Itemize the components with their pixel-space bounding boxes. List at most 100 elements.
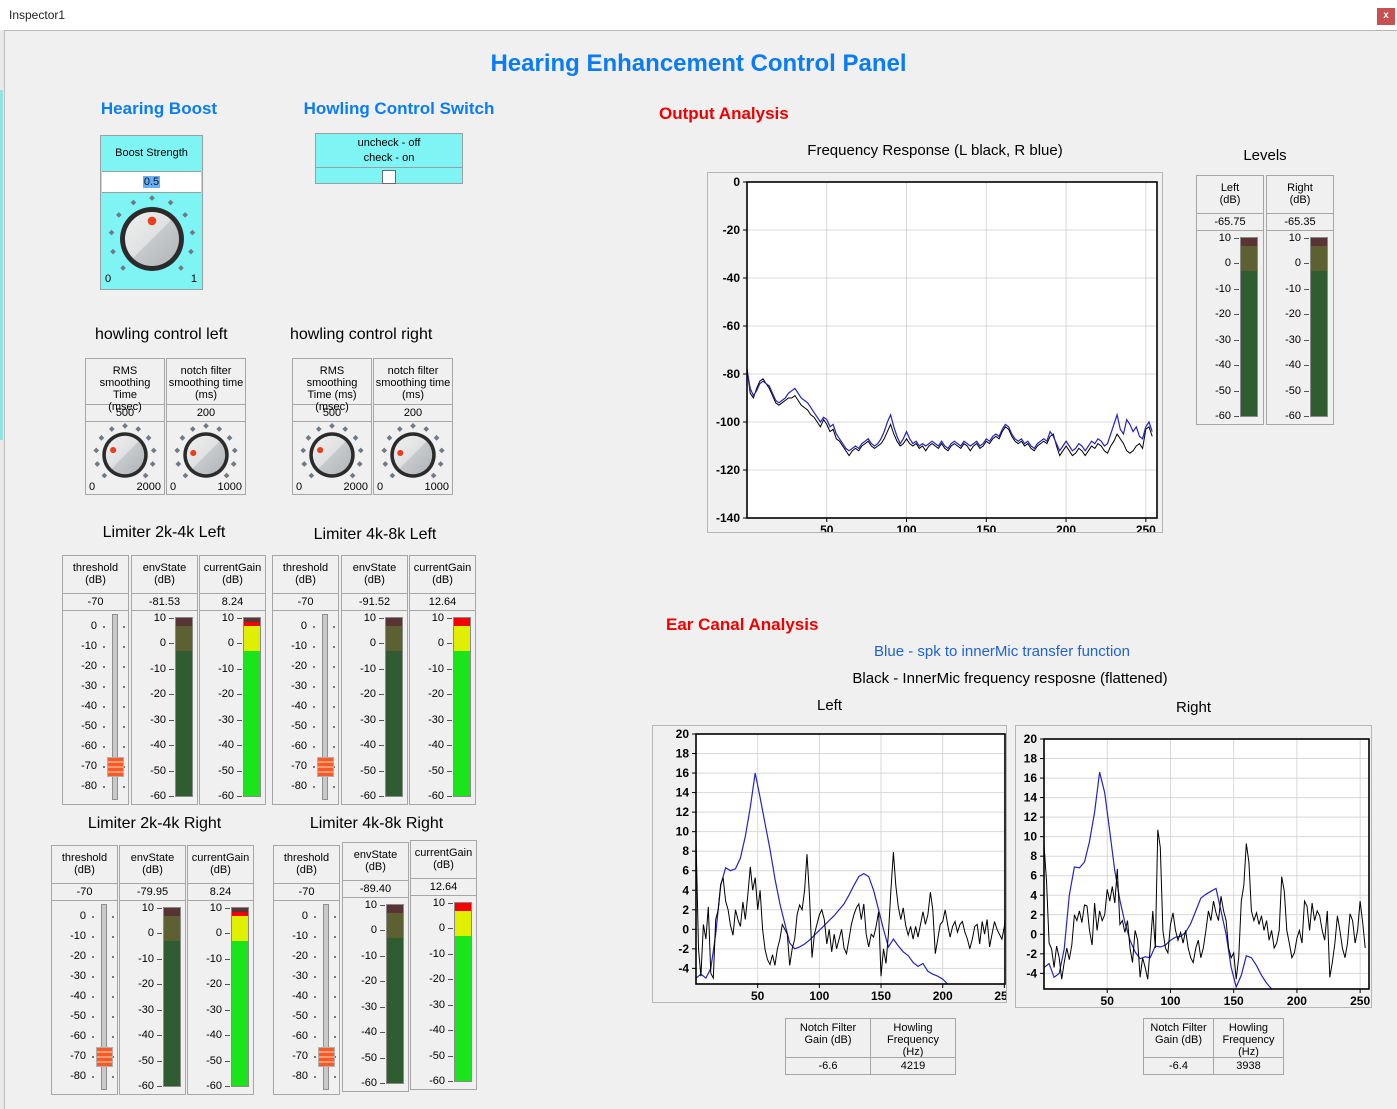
- slider-value[interactable]: -70: [63, 594, 128, 611]
- meter-tick-label: -30: [138, 1003, 154, 1016]
- slider-handle[interactable]: [107, 757, 124, 777]
- knob-max-label: 1000: [217, 481, 242, 493]
- meter-tick: [448, 953, 453, 955]
- meter-tick: [1304, 339, 1309, 341]
- howling-switch-heading: Howling Control Switch: [303, 99, 495, 118]
- limiter-2k4k-left-threshold-slider: threshold (dB) -70 0 -10 -20 -30 -40 -50 -60 -70 -8…: [62, 555, 129, 805]
- slider-tick: [92, 1036, 94, 1038]
- slider-tick: [314, 956, 316, 958]
- meter-tick-label: -50: [428, 764, 444, 777]
- slider-tick: [334, 976, 336, 978]
- slider-tick: [313, 686, 315, 688]
- meter-segment: [232, 941, 248, 1086]
- knob-face[interactable]: [107, 194, 197, 284]
- knob-panel-value[interactable]: 500: [86, 405, 164, 422]
- slider-tick: [334, 916, 336, 918]
- slider-tick: [103, 666, 105, 668]
- knob-face[interactable]: [174, 423, 238, 487]
- knob-max-label: 2000: [136, 481, 161, 493]
- slider-handle[interactable]: [317, 757, 334, 777]
- slider-tick: [333, 666, 335, 668]
- meter-tick-label: -10: [361, 949, 377, 962]
- meter-value: 8.24: [188, 884, 253, 901]
- svg-text:18: 18: [1024, 752, 1038, 766]
- meter-tick-label: -40: [150, 739, 166, 752]
- meter-tick: [157, 984, 162, 986]
- knob-scale-marker: [437, 461, 444, 467]
- knob-area: [174, 423, 238, 487]
- slider-track[interactable]: [101, 904, 107, 1090]
- knob-scale-marker: [226, 435, 233, 441]
- svg-text:16: 16: [1024, 771, 1038, 785]
- slider-tick-label: -50: [291, 720, 307, 732]
- meter-tick-label: 0: [438, 922, 445, 935]
- slider-track[interactable]: [322, 614, 328, 800]
- howling-switch-checkbox[interactable]: [382, 170, 396, 184]
- meter-tick: [225, 958, 230, 960]
- meter-tick-label: -40: [360, 739, 376, 752]
- meter-tick: [447, 643, 452, 645]
- meter-tick-label: -60: [428, 790, 444, 802]
- slider-tick: [313, 726, 315, 728]
- meter-tick-label: -40: [429, 1024, 445, 1037]
- knob-pointer-dot: [190, 449, 197, 457]
- slider-tick: [333, 626, 335, 628]
- boost-strength-value-input[interactable]: 0.5: [102, 171, 201, 193]
- slider-tick: [314, 1076, 316, 1078]
- knob-panel-value[interactable]: 200: [374, 405, 452, 422]
- meter-tick: [448, 928, 453, 930]
- meter-tick: [379, 796, 384, 797]
- boost-strength-knob[interactable]: [107, 194, 197, 289]
- knob-panel-value[interactable]: 500: [293, 405, 371, 422]
- knob-panel-header: RMS smoothing Time (msec): [86, 359, 164, 413]
- knob-pointer-dot: [147, 216, 157, 226]
- meter-tick-label: -20: [1215, 308, 1231, 321]
- slider-tick-label: -60: [81, 740, 97, 752]
- knob-scale-marker: [98, 435, 105, 441]
- knob-face[interactable]: [381, 423, 445, 487]
- slider-track[interactable]: [323, 904, 329, 1090]
- meter-bar: [231, 907, 249, 1087]
- meter-value: 12.64: [410, 594, 475, 611]
- slider-tick-label: -40: [292, 990, 308, 1002]
- meter-tick: [1304, 365, 1309, 367]
- slider-tick: [333, 766, 335, 768]
- meter-tick: [380, 955, 385, 957]
- knob-scale-marker: [150, 447, 157, 454]
- knob-panel-value[interactable]: 200: [167, 405, 245, 422]
- close-button[interactable]: x: [1377, 8, 1395, 25]
- slider-tick: [112, 916, 114, 918]
- slider-tick: [314, 916, 316, 918]
- meter-bar: [243, 617, 261, 797]
- svg-text:12: 12: [1024, 810, 1038, 824]
- slider-track[interactable]: [112, 614, 118, 800]
- meter-segment: [454, 618, 470, 626]
- svg-text:6: 6: [682, 864, 689, 878]
- meter-header: currentGain (dB): [411, 841, 476, 879]
- meter-tick: [379, 643, 384, 645]
- slider-tick: [123, 786, 125, 788]
- meter-tick: [1304, 263, 1309, 265]
- meter-header: currentGain (dB): [188, 846, 253, 884]
- left-scroll-gutter[interactable]: [0, 30, 5, 1109]
- table-value-cell: 3938: [1214, 1057, 1284, 1075]
- slider-tick-label: -20: [81, 660, 97, 672]
- knob-scale-marker: [182, 472, 189, 479]
- slider-value[interactable]: -70: [273, 594, 338, 611]
- slider-value[interactable]: -70: [274, 884, 339, 901]
- slider-handle[interactable]: [96, 1047, 113, 1067]
- slider-tick-label: -40: [291, 700, 307, 712]
- slider-handle[interactable]: [318, 1047, 335, 1067]
- knob-face[interactable]: [93, 423, 157, 487]
- knob-max-label: 1000: [424, 481, 449, 493]
- slider-tick-label: -20: [70, 950, 86, 962]
- meter-tick-label: -30: [361, 1000, 377, 1013]
- meter-tick-label: -20: [428, 688, 444, 701]
- knob-face[interactable]: [300, 423, 364, 487]
- slider-value[interactable]: -70: [52, 884, 117, 901]
- page-title: Hearing Enhancement Control Panel: [490, 50, 907, 77]
- slider-tick: [92, 936, 94, 938]
- meter-tick: [225, 908, 230, 909]
- meter-tick-label: -50: [1215, 384, 1231, 397]
